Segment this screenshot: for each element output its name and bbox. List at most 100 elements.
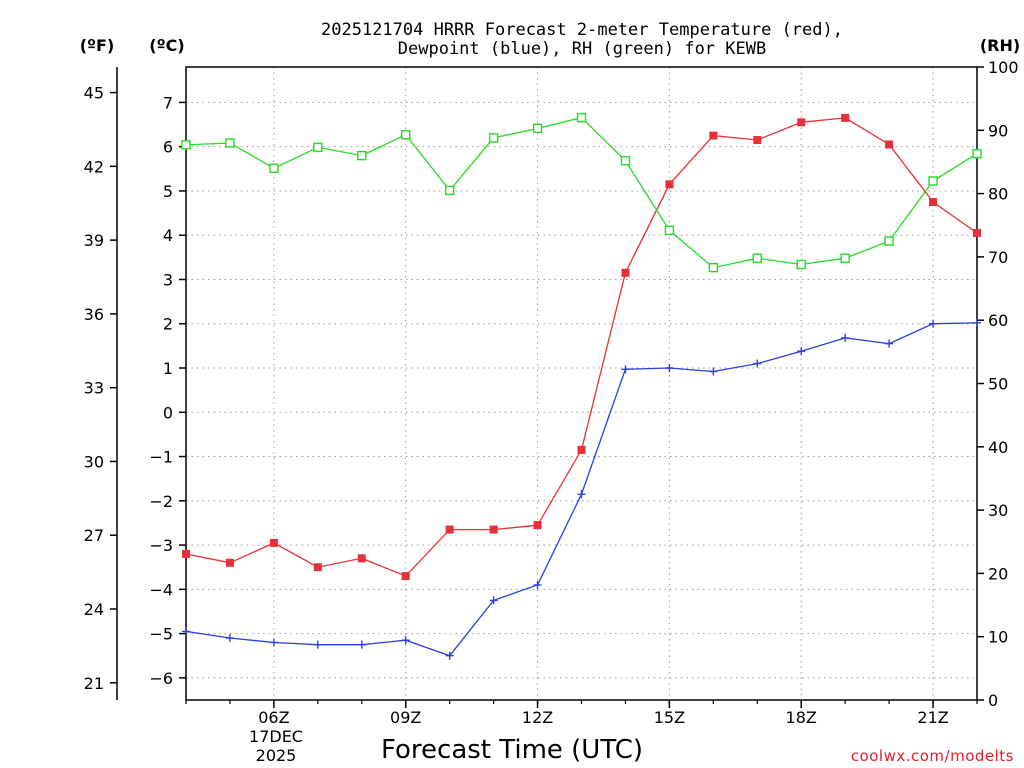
rh-point xyxy=(269,163,279,173)
fahrenheit-tick-label: 30 xyxy=(84,452,104,471)
rh-point xyxy=(225,138,235,148)
x-tick-label: 15Z xyxy=(654,708,685,727)
temperature-point xyxy=(225,558,234,567)
dewpoint-point xyxy=(533,580,542,589)
rh-point xyxy=(532,123,543,134)
rh-tick-label: 80 xyxy=(988,185,1008,204)
celsius-unit-label: (ºC) xyxy=(149,36,184,55)
rh-point xyxy=(357,150,367,161)
tick-labels: −6−5−4−3−2−10123456721242730333639424501… xyxy=(84,58,1019,727)
rh-line xyxy=(185,116,978,269)
rh-tick-label: 10 xyxy=(988,628,1008,647)
dewpoint-point xyxy=(269,638,278,647)
temperature-point xyxy=(797,118,806,127)
celsius-tick-label: 3 xyxy=(163,270,173,289)
data-series xyxy=(181,112,982,660)
rh-tick-label: 60 xyxy=(988,311,1008,330)
temperature-point xyxy=(577,445,586,454)
dewpoint-point xyxy=(225,634,234,643)
rh-tick-label: 40 xyxy=(988,438,1008,457)
fahrenheit-tick-label: 24 xyxy=(84,600,104,619)
rh-point xyxy=(884,236,894,246)
dewpoint-point xyxy=(401,636,410,645)
rh-tick-label: 90 xyxy=(988,121,1008,140)
rh-tick-label: 100 xyxy=(988,58,1019,77)
rh-point xyxy=(620,155,631,166)
dewpoint-point xyxy=(665,364,674,373)
dewpoint-point xyxy=(841,333,850,342)
rh-tick-label: 70 xyxy=(988,248,1008,267)
axes xyxy=(110,66,984,708)
fahrenheit-tick-label: 27 xyxy=(84,526,104,545)
celsius-tick-label: 7 xyxy=(163,93,173,112)
rh-point xyxy=(401,130,411,140)
temperature-point xyxy=(621,268,630,277)
temperature-point xyxy=(489,525,498,534)
x-axis-title: Forecast Time (UTC) xyxy=(381,735,643,765)
temperature-point xyxy=(445,525,454,534)
celsius-tick-label: 1 xyxy=(163,359,173,378)
dewpoint-point xyxy=(973,318,981,327)
rh-point xyxy=(488,133,499,143)
temperature-line xyxy=(185,117,978,577)
temperature-point xyxy=(665,180,674,189)
fahrenheit-unit-label: (ºF) xyxy=(80,36,115,55)
x-tick-label: 18Z xyxy=(786,708,817,727)
fahrenheit-tick-label: 36 xyxy=(84,305,104,324)
temperature-point xyxy=(269,538,278,547)
celsius-tick-label: 2 xyxy=(163,315,173,334)
fahrenheit-tick-label: 21 xyxy=(84,674,104,693)
rh-point xyxy=(181,140,191,150)
chart-title-line-1: 2025121704 HRRR Forecast 2-meter Tempera… xyxy=(321,20,843,40)
rh-point xyxy=(576,112,587,123)
temperature-point xyxy=(533,521,542,530)
x-tick-label: 21Z xyxy=(917,708,948,727)
chart-title-line-2: Dewpoint (blue), RH (green) for KEWB xyxy=(398,39,766,59)
celsius-tick-label: −6 xyxy=(149,669,173,688)
fahrenheit-tick-label: 42 xyxy=(84,157,104,176)
rh-point xyxy=(313,142,323,153)
fahrenheit-tick-label: 45 xyxy=(84,84,104,103)
rh-tick-label: 0 xyxy=(988,691,998,710)
x-tick-label: 06Z xyxy=(258,708,289,727)
date-label-year: 2025 xyxy=(256,746,297,765)
celsius-tick-label: 5 xyxy=(163,182,173,201)
temperature-point xyxy=(182,549,190,558)
plot-frame xyxy=(185,66,978,701)
temperature-point xyxy=(709,131,718,140)
dewpoint-point xyxy=(753,359,762,368)
rh-point xyxy=(928,176,938,186)
fahrenheit-tick-label: 33 xyxy=(84,379,104,398)
celsius-tick-label: −2 xyxy=(149,492,173,511)
dewpoint-point xyxy=(577,490,586,499)
rh-point xyxy=(708,262,719,273)
rh-point xyxy=(796,259,806,270)
dewpoint-point xyxy=(885,339,894,348)
temperature-point xyxy=(401,572,410,581)
temperature-point xyxy=(929,198,938,207)
x-tick-label: 09Z xyxy=(390,708,421,727)
celsius-tick-label: −4 xyxy=(149,580,173,599)
temperature-point xyxy=(357,554,366,563)
temperature-point xyxy=(885,140,894,149)
rh-point xyxy=(664,225,675,236)
gridlines xyxy=(186,67,977,700)
celsius-tick-label: −1 xyxy=(149,448,173,467)
rh-tick-label: 30 xyxy=(988,501,1008,520)
dewpoint-point xyxy=(929,319,938,328)
temperature-point xyxy=(753,136,762,145)
rh-point xyxy=(444,185,455,196)
dewpoint-point xyxy=(709,367,718,376)
temperature-point xyxy=(841,113,850,122)
dewpoint-point xyxy=(357,640,366,649)
rh-unit-label: (RH) xyxy=(980,36,1020,55)
rh-point xyxy=(972,149,982,159)
celsius-tick-label: 0 xyxy=(163,403,173,422)
rh-point xyxy=(840,253,850,263)
x-tick-label: 12Z xyxy=(522,708,553,727)
rh-tick-label: 20 xyxy=(988,564,1008,583)
temperature-point xyxy=(313,563,322,572)
dewpoint-point xyxy=(489,596,498,605)
rh-tick-label: 50 xyxy=(988,375,1008,394)
